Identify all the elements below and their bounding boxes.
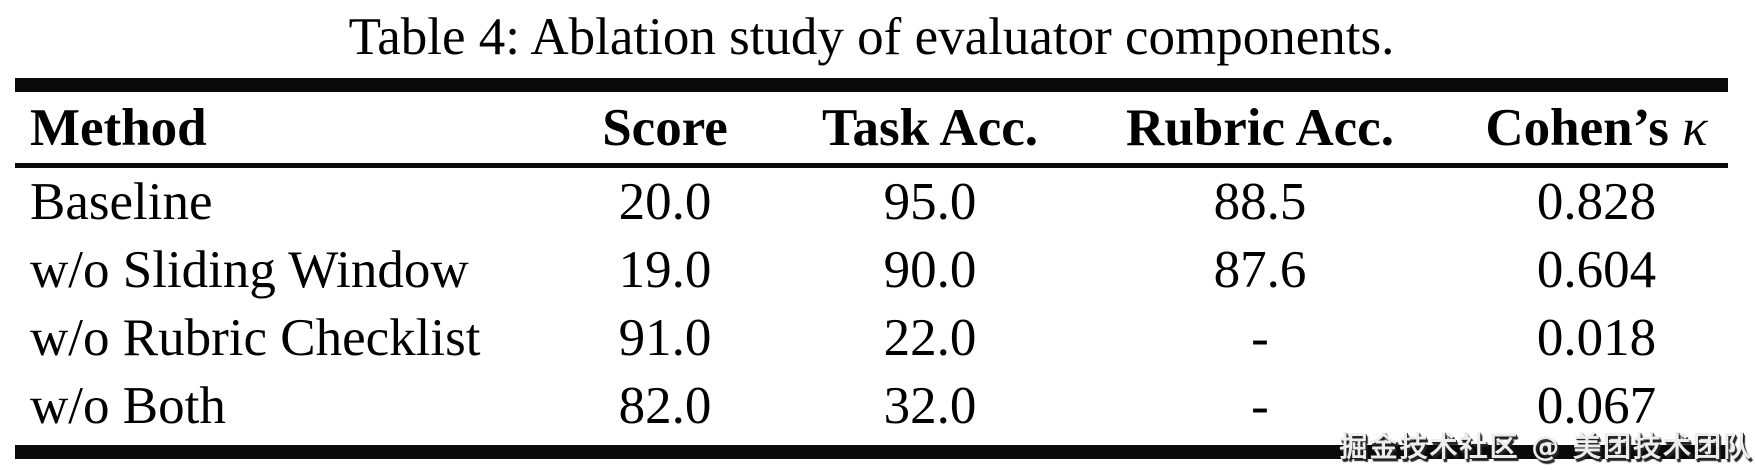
cell-score: 20.0	[618, 173, 712, 231]
column-header-score: Score	[525, 92, 805, 168]
cell-method: Baseline	[30, 173, 213, 231]
cell-cohens-kappa: 0.067	[1536, 377, 1657, 435]
table-row-wo-both: w/o Both 82.0 32.0 - 0.067	[15, 372, 1728, 440]
cell-rubric-acc: -	[1251, 377, 1269, 435]
cell-cohens-kappa: 0.604	[1536, 241, 1657, 299]
cell-score: 91.0	[618, 309, 712, 367]
cell-method: w/o Both	[30, 377, 226, 435]
cell-rubric-acc: 87.6	[1213, 241, 1307, 299]
table-bottom-rule	[15, 445, 1728, 459]
column-header-rubric-acc: Rubric Acc.	[1055, 92, 1465, 168]
cell-cohens-kappa: 0.018	[1536, 309, 1657, 367]
ablation-table: Method Score Task Acc. Rubric Acc. Cohen…	[15, 92, 1728, 440]
header-row: Method Score Task Acc. Rubric Acc. Cohen…	[15, 92, 1728, 168]
cell-task-acc: 95.0	[883, 173, 977, 231]
cell-score: 19.0	[618, 241, 712, 299]
column-header-method: Method	[15, 92, 525, 168]
cell-task-acc: 90.0	[883, 241, 977, 299]
table-caption: Table 4: Ablation study of evaluator com…	[348, 8, 1395, 66]
cell-cohens-kappa: 0.828	[1536, 173, 1657, 231]
cell-method: w/o Rubric Checklist	[30, 309, 481, 367]
cell-method: w/o Sliding Window	[30, 241, 469, 299]
cell-rubric-acc: 88.5	[1213, 173, 1307, 231]
cell-task-acc: 32.0	[883, 377, 977, 435]
cell-task-acc: 22.0	[883, 309, 977, 367]
kappa-symbol: κ	[1682, 98, 1708, 157]
column-header-task-acc: Task Acc.	[805, 92, 1055, 168]
watermark: 掘金技术社区 @ 美团技术团队	[1339, 430, 1753, 463]
table-row-wo-rubric-checklist: w/o Rubric Checklist 91.0 22.0 - 0.018	[15, 304, 1728, 372]
cell-score: 82.0	[618, 377, 712, 435]
column-header-cohens-kappa: Cohen’s κ	[1465, 92, 1728, 168]
cohens-label: Cohen’s	[1485, 98, 1669, 157]
table-top-rule	[15, 78, 1728, 92]
table-row-wo-sliding-window: w/o Sliding Window 19.0 90.0 87.6 0.604	[15, 236, 1728, 304]
table-row-baseline: Baseline 20.0 95.0 88.5 0.828	[15, 166, 1728, 237]
cell-rubric-acc: -	[1251, 309, 1269, 367]
